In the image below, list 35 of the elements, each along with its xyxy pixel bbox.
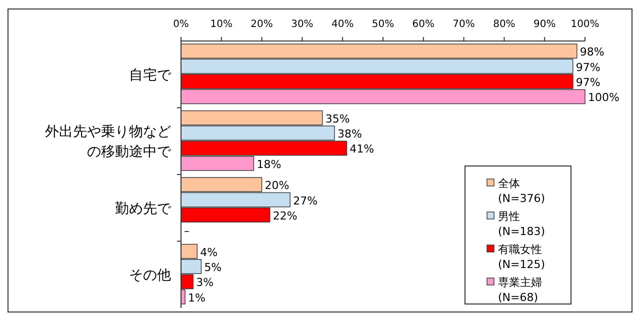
data-label: 18% [256,158,282,171]
legend-label: 有職女性 (N=125) [498,243,546,271]
x-tick-label: 50% [372,19,394,30]
y-tick-label: 外出先や乗り物などの移動途中で [45,124,172,160]
data-label: 27% [293,194,318,208]
legend-label: 全体 (N=376) [498,177,546,205]
data-label: 22% [272,209,298,222]
data-label: 97% [576,76,600,89]
data-label: 5% [204,261,222,274]
data-label: 20% [264,179,290,192]
data-label: 97% [576,60,600,74]
x-tick-label: 0% [173,19,189,30]
y-tick-label: 勤め先で [115,200,172,217]
data-label: 4% [200,246,218,259]
data-label: 41% [350,142,374,156]
x-tick-label: 10% [210,19,233,30]
data-label: 3% [196,276,214,290]
data-label: 38% [338,128,362,141]
y-tick-label: その他 [129,268,171,284]
x-tick-label: 90% [533,19,556,30]
x-tick-label: 60% [412,19,435,30]
x-tick-label: 80% [493,19,516,30]
x-tick-label: 70% [452,19,475,30]
y-tick-label: 自宅で [129,67,172,84]
data-label: 100% [588,91,620,104]
x-tick-label: 20% [250,19,273,30]
legend-label: 男性 (N=183) [498,210,546,238]
legend-label: 専業主婦 (N=68) [498,276,542,304]
data-label: 35% [325,112,350,126]
data-label: 1% [188,291,206,304]
x-tick-label: 40% [331,19,354,30]
x-tick-label: 100% [570,19,600,30]
x-tick-label: 30% [291,19,314,30]
text: – [184,224,190,238]
data-label: 98% [580,46,604,59]
